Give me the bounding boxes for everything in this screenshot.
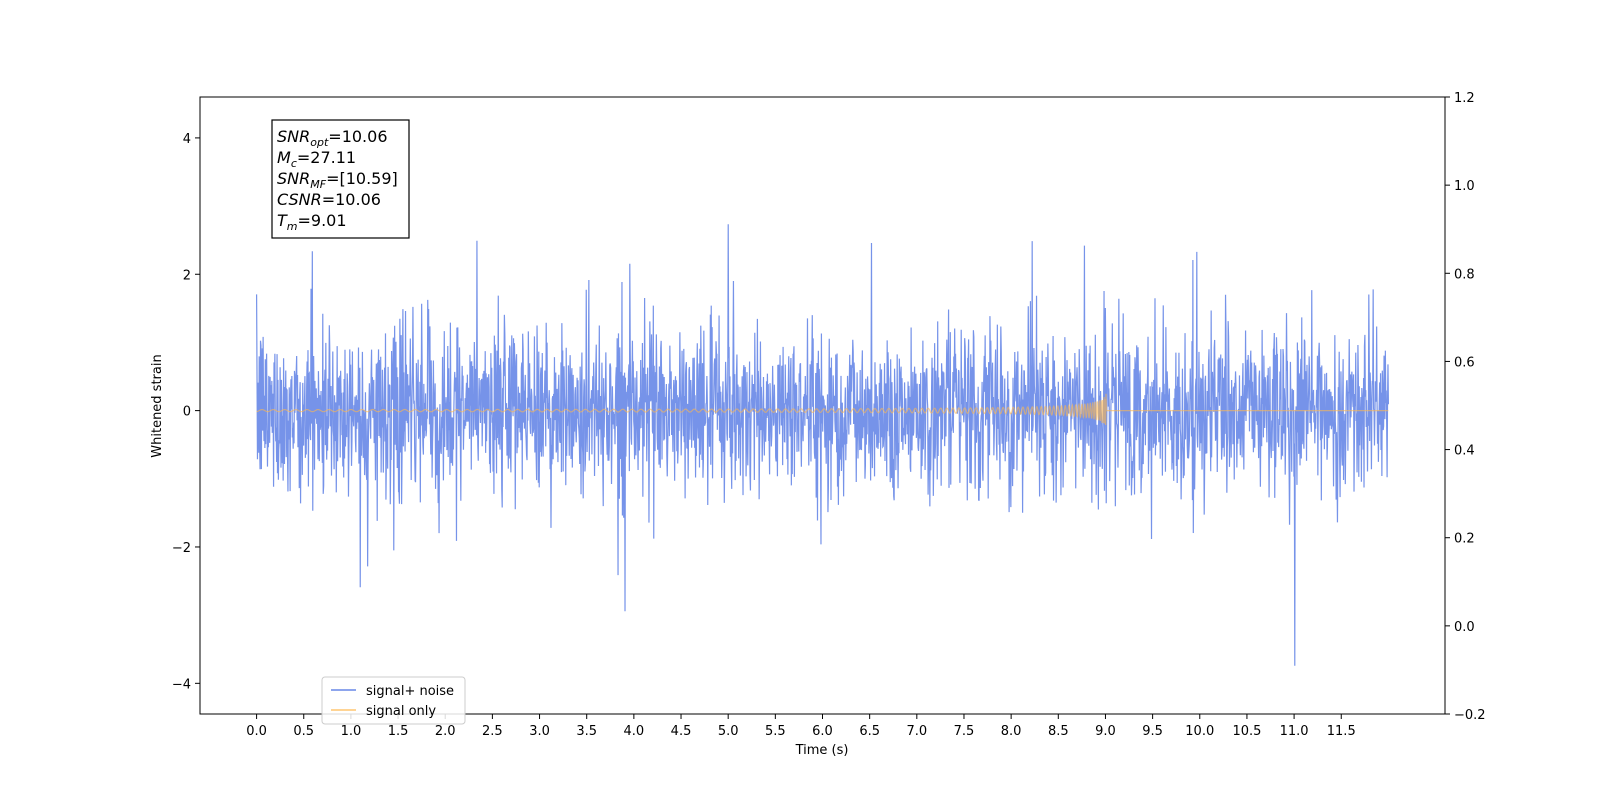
x-axis-label: Time (s) (795, 743, 849, 758)
series-line-signal-noise (255, 224, 1390, 666)
annotation-line: SNRopt=10.06 (277, 127, 388, 149)
x-tick-label: 0.0 (246, 724, 267, 739)
x-tick-label: 9.0 (1095, 724, 1116, 739)
x-axis: 0.0 0.5 1.0 1.5 2.0 2.5 3.0 3.5 4.0 4.5 5.0 5.5 6.0 6… (246, 714, 1356, 739)
x-tick-label: 7.0 (906, 724, 927, 739)
annotation-subscript: m (287, 220, 298, 233)
y-axis-left: −4 −2 0 2 4 (172, 132, 200, 692)
y2-tick-label: 1.2 (1454, 91, 1475, 106)
y-tick-label: 0 (183, 405, 191, 420)
annotation-symbol: M (277, 148, 291, 167)
annotation-value: =[10.59] (326, 169, 398, 188)
legend: signal+ noise signal only (321, 676, 466, 725)
y-tick-label: 2 (183, 268, 191, 283)
series-line-signal-only (256, 393, 1389, 426)
annotation-subscript: MF (310, 178, 326, 191)
x-tick-label: 4.0 (624, 724, 645, 739)
annotation-value: =10.06 (328, 127, 387, 146)
legend-frame (321, 676, 466, 725)
annotation-box: SNRopt=10.06Mc=27.11SNRMF=[10.59]CSNR=10… (271, 119, 410, 239)
x-tick-label: 9.5 (1142, 724, 1163, 739)
annotation-line: Tm=9.01 (277, 211, 347, 233)
x-tick-label: 3.5 (576, 724, 597, 739)
x-tick-label: 5.0 (718, 724, 739, 739)
y2-tick-label: 0.6 (1454, 355, 1475, 370)
annotation-value: =10.06 (322, 190, 381, 209)
legend-label: signal+ noise (366, 684, 454, 699)
y-axis-right: −0.2 0.0 0.2 0.4 0.6 0.8 1.0 1.2 (1445, 91, 1486, 723)
y-tick-label: −4 (172, 677, 191, 692)
x-tick-label: 4.5 (671, 724, 692, 739)
x-tick-label: 1.0 (341, 724, 362, 739)
y-tick-label: 4 (183, 132, 191, 147)
x-tick-label: 5.5 (765, 724, 786, 739)
annotation-line: SNRMF=[10.59] (277, 169, 398, 191)
x-tick-label: 8.5 (1048, 724, 1069, 739)
y2-tick-label: 1.0 (1454, 179, 1475, 194)
x-tick-label: 7.5 (954, 724, 975, 739)
x-tick-label: 10.5 (1232, 724, 1261, 739)
x-tick-label: 0.5 (293, 724, 314, 739)
x-tick-label: 8.0 (1001, 724, 1022, 739)
annotation-subscript: opt (310, 136, 329, 149)
x-tick-label: 11.0 (1280, 724, 1309, 739)
annotation-symbol: CSNR (277, 190, 322, 209)
x-tick-label: 11.5 (1327, 724, 1356, 739)
y-tick-label: −2 (172, 541, 191, 556)
annotation-symbol: SNR (277, 169, 310, 188)
series-signal-only (256, 393, 1389, 426)
annotation-value: =27.11 (297, 148, 356, 167)
annotation-symbol: T (277, 211, 288, 230)
annotation-symbol: SNR (277, 127, 310, 146)
annotation-subscript: c (291, 157, 297, 170)
y2-tick-label: 0.4 (1454, 444, 1475, 459)
annotation-line: Mc=27.11 (277, 148, 356, 170)
series-signal-noise (255, 224, 1390, 666)
annotation-value: =9.01 (298, 211, 347, 230)
y2-tick-label: −0.2 (1454, 708, 1486, 723)
annotation-line: CSNR=10.06 (277, 190, 381, 209)
x-tick-label: 2.5 (482, 724, 503, 739)
x-tick-label: 3.0 (529, 724, 550, 739)
y-axis-label: Whitened strain (150, 354, 165, 457)
x-tick-label: 1.5 (388, 724, 409, 739)
x-tick-label: 6.5 (859, 724, 880, 739)
y2-tick-label: 0.8 (1454, 267, 1475, 282)
x-tick-label: 2.0 (435, 724, 456, 739)
y2-tick-label: 0.2 (1454, 532, 1475, 547)
y2-tick-label: 0.0 (1454, 620, 1475, 635)
x-tick-label: 10.0 (1185, 724, 1214, 739)
plot-area (255, 224, 1390, 666)
legend-label: signal only (366, 704, 436, 719)
annotation-frame (271, 119, 410, 239)
x-tick-label: 6.0 (812, 724, 833, 739)
